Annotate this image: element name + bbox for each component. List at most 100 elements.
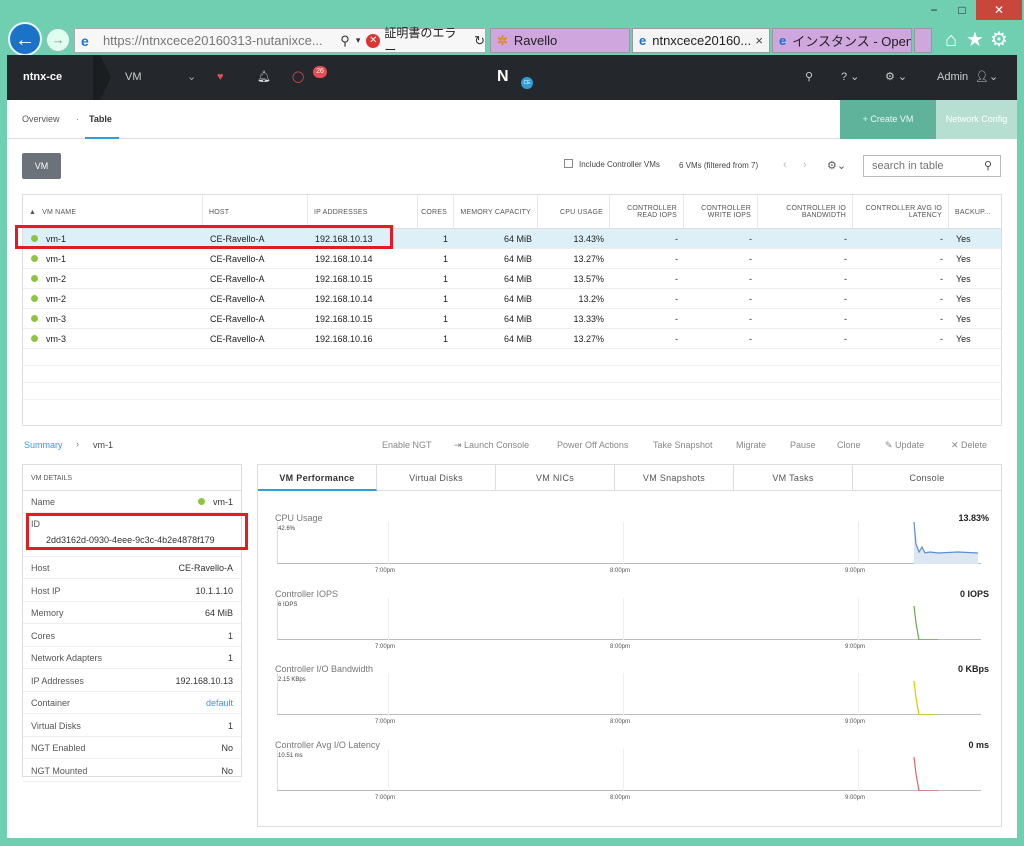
column-header-latency[interactable]: CONTROLLER AVG IO LATENCY [853,195,949,229]
search-icon[interactable]: ⚲ [805,71,814,83]
include-controller-checkbox[interactable] [564,159,573,168]
chart-gridline [858,522,859,564]
home-icon[interactable]: ⌂ [944,29,958,51]
browser-tab-ravello[interactable]: ✲ Ravello [490,28,630,53]
clone-button[interactable]: Clone [837,440,861,450]
table-row[interactable]: vm-1 CE-Ravello-A 192.168.10.13 1 64 MiB 13.4… [23,229,1001,249]
help-icon[interactable]: ? ⌄ [841,71,860,83]
cluster-name[interactable]: ntnx-ce [23,71,63,83]
tab-close-icon[interactable]: × [755,33,763,48]
bell-icon[interactable]: 🔔︎ [257,71,271,83]
search-icon[interactable]: ⚲ [340,32,350,48]
vm-view-button[interactable]: VM [22,153,61,179]
power-on-status-dot [31,255,38,263]
cell-mem: 64 MiB [503,234,532,244]
cell-lat: - [940,234,943,244]
detail-label: Cores [31,630,56,641]
dropdown-icon[interactable]: ▾ [355,35,361,45]
cell-wio: - [749,314,752,324]
new-tab-button[interactable] [914,28,932,53]
detail-row: NGT Mounted No [23,760,241,782]
table-search-input[interactable] [863,155,1001,177]
detail-value: vm-1 [198,497,233,507]
chart-max-label: 10.51 ms [278,752,303,759]
table-row[interactable]: vm-1 CE-Ravello-A 192.168.10.14 1 64 MiB 13.2… [23,249,1001,269]
tab-overview[interactable]: Overview [22,114,60,124]
pause-button[interactable]: Pause [790,440,816,450]
tab-virtual-disks[interactable]: Virtual Disks [377,465,496,491]
cell-host: CE-Ravello-A [210,254,265,264]
create-vm-button[interactable]: + Create VM [840,100,936,139]
breadcrumb-summary[interactable]: Summary [24,440,63,450]
window-close-button[interactable]: ✕ [976,0,1022,20]
column-header-vm-name[interactable]: ▲ VM NAME [23,195,203,229]
sub-navigation: Overview · Table + Create VM Network Con… [7,100,1017,139]
launch-console-button[interactable]: ⇥ Launch Console [454,440,530,450]
favorites-star-icon[interactable]: ★ [966,29,984,51]
table-row[interactable]: vm-2 CE-Ravello-A 192.168.10.15 1 64 MiB 13.5… [23,269,1001,289]
maximize-button[interactable]: □ [958,3,966,17]
browser-tab-openstack[interactable]: e インスタンス - OpenS... × [772,28,912,53]
tab-vm-tasks[interactable]: VM Tasks [734,465,853,491]
tab-label: インスタンス - OpenS... [792,34,912,49]
close-icon: ✕ [951,440,962,450]
power-off-actions-button[interactable]: Power Off Actions [557,440,629,450]
gear-icon[interactable]: ⚙ ⌄ [885,71,908,83]
delete-button[interactable]: ✕ Delete [951,440,988,450]
tab-console[interactable]: Console [909,473,945,483]
tab-vm-performance[interactable]: VM Performance [258,465,377,491]
column-header-bandwidth[interactable]: CONTROLLER IO BANDWIDTH [758,195,853,229]
detail-value: CE-Ravello-A [178,563,233,573]
tab-vm-snapshots[interactable]: VM Snapshots [615,465,734,491]
prev-page-icon[interactable]: ‹ [783,159,787,171]
power-on-status-dot [31,235,38,243]
detail-row: Container default [23,692,241,714]
chevron-down-icon[interactable]: ⌄ [187,71,197,83]
health-heart-icon[interactable]: ♥ [217,71,224,83]
column-header-ip[interactable]: IP ADDRESSES [308,195,418,229]
update-button[interactable]: ✎ Update [885,440,925,450]
forward-button[interactable]: → [46,28,70,52]
tab-vm-nics[interactable]: VM NICs [496,465,615,491]
minimize-button[interactable]: − [930,3,938,17]
alert-count-badge: 26 [313,66,327,78]
user-avatar-icon[interactable]: 👤︎⌄ [975,71,999,83]
take-snapshot-button[interactable]: Take Snapshot [653,440,713,450]
column-header-backup[interactable]: BACKUP... [955,208,991,216]
column-header-host[interactable]: HOST [203,195,308,229]
ie-page-icon: e [81,32,89,49]
chart-current-value: 0 KBps [957,664,989,674]
cell-host: CE-Ravello-A [210,294,265,304]
back-button[interactable]: ← [8,22,42,56]
tools-gear-icon[interactable]: ⚙ [990,29,1008,51]
column-header-cores[interactable]: CORES [418,195,454,229]
cell-cpu: 13.57% [573,274,604,284]
cert-error-label[interactable]: 証明書のエラー [384,25,457,57]
address-bar[interactable]: e https://ntnxcece20160313-nutanixce... … [74,26,486,57]
table-settings-gear-icon[interactable]: ⚙⌄ [827,160,847,172]
table-row[interactable]: vm-3 CE-Ravello-A 192.168.10.15 1 64 MiB 13.3… [23,309,1001,329]
column-header-write-iops[interactable]: CONTROLLER WRITE IOPS [684,195,758,229]
detail-tabs: VM Performance Virtual Disks VM NICs VM … [258,465,1001,491]
detail-row: Host IP 10.1.1.10 [23,580,241,602]
network-config-button[interactable]: Network Config [936,100,1017,139]
tab-table[interactable]: Table [89,114,112,124]
cell-host: CE-Ravello-A [210,274,265,284]
detail-value: No [221,765,233,776]
cell-mem: 64 MiB [503,274,532,284]
enable-ngt-button[interactable]: Enable NGT [382,440,432,450]
detail-value[interactable]: default [205,698,233,708]
column-header-memory[interactable]: MEMORY CAPACITY [454,195,538,229]
alert-circle-icon[interactable]: ◯ [292,71,305,83]
column-header-read-iops[interactable]: CONTROLLER READ IOPS [610,195,684,229]
column-header-cpu[interactable]: CPU USAGE [538,195,610,229]
url-text[interactable]: https://ntnxcece20160313-nutanixce... [102,33,323,48]
migrate-button[interactable]: Migrate [736,440,767,450]
user-menu-label[interactable]: Admin [937,71,969,83]
main-menu-vm[interactable]: VM [125,71,142,83]
next-page-icon[interactable]: › [803,159,807,171]
browser-tab-prism[interactable]: e ntnxcece20160... × [632,28,770,53]
table-row[interactable]: vm-3 CE-Ravello-A 192.168.10.16 1 64 MiB 13.2… [23,329,1001,349]
table-row[interactable]: vm-2 CE-Ravello-A 192.168.10.14 1 64 MiB 13.2… [23,289,1001,309]
refresh-icon[interactable]: ↻ [474,32,485,48]
